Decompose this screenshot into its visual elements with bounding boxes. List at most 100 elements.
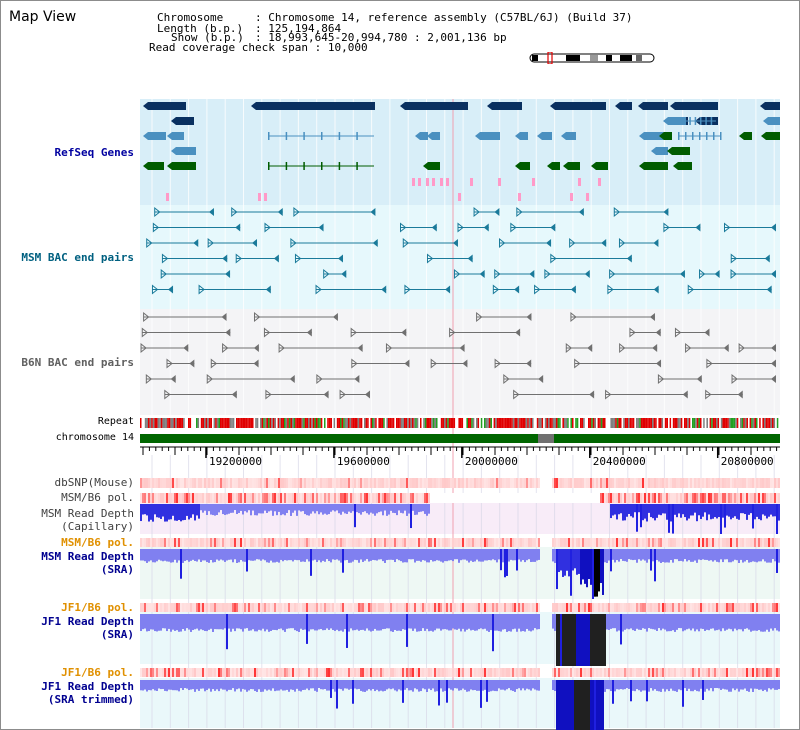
msm-pol2-cell xyxy=(284,538,286,547)
jf1-trim-depth xyxy=(584,680,586,730)
msm-pol-cell xyxy=(634,493,636,503)
msm-pol2-cell xyxy=(444,538,446,547)
jf1-sra-depth xyxy=(204,614,206,632)
msm-pol2-cell xyxy=(662,538,664,547)
jf1-pol2-cell xyxy=(186,668,188,677)
dbsnp-cell xyxy=(268,478,270,488)
dbsnp-cell xyxy=(614,478,616,488)
msm-pol-cell xyxy=(638,493,640,503)
msm-pol-cell xyxy=(350,493,352,503)
msm-pol2-cell xyxy=(528,538,530,547)
msm-pol2-cell xyxy=(296,538,298,547)
msm-cap-depth xyxy=(652,504,654,519)
jf1-sra-depth xyxy=(716,614,718,631)
jf1-pol-cell xyxy=(156,603,158,612)
jf1-pol2-cell xyxy=(472,668,474,677)
msm-pol2-cell xyxy=(702,538,704,547)
msm-sra-depth xyxy=(252,549,254,561)
msm-bac-end xyxy=(372,239,378,247)
msm-bac-end xyxy=(529,270,535,278)
jf1-pol2-cell xyxy=(158,668,160,677)
msm-pol2-cell xyxy=(704,538,706,547)
jf1-sra-depth xyxy=(240,614,242,630)
dbsnp-cell xyxy=(658,478,660,488)
msm-pol-cell xyxy=(164,493,166,503)
jf1-pol-cell xyxy=(644,603,646,612)
msm-cap-depth xyxy=(368,504,370,515)
msm-pol2-cell xyxy=(682,538,684,547)
chromosome-ideogram[interactable] xyxy=(528,52,658,64)
jf1-sra-depth xyxy=(630,614,632,629)
jf1-pol2-cell xyxy=(312,668,314,677)
jf1-sra-depth xyxy=(746,614,748,629)
msm-pol-cell xyxy=(244,493,246,503)
msm-sra-depth xyxy=(596,549,598,597)
jf1-pol-cell xyxy=(204,603,206,612)
jf1-pol-cell xyxy=(146,603,148,612)
msm-pol2-cell xyxy=(486,538,488,547)
repeat-block xyxy=(378,418,380,428)
msm-pol2-cell xyxy=(180,538,182,547)
jf1-pol2-cell xyxy=(304,668,306,677)
msm-sra-depth xyxy=(440,549,442,562)
msm-cap-depth xyxy=(372,504,374,514)
msm-cap-depth xyxy=(142,504,144,515)
msm-bac-end xyxy=(431,223,437,232)
msm-cap-depth xyxy=(384,504,386,511)
jf1-trim-depth xyxy=(778,680,780,690)
msm-pol2-cell xyxy=(332,538,334,547)
dbsnp-cell xyxy=(662,478,664,488)
msm-pol-cell xyxy=(584,493,586,503)
b6n-bac-end xyxy=(503,373,510,385)
repeat-block xyxy=(618,418,620,428)
msm-pol-cell xyxy=(162,493,164,503)
refseq-marker xyxy=(458,193,461,201)
jf1-pol-cell xyxy=(668,603,670,612)
jf1-trim-depth xyxy=(700,680,702,689)
jf1-pol-cell xyxy=(650,603,652,612)
msm-pol-cell xyxy=(296,493,298,503)
msm-pol-cell xyxy=(270,493,272,503)
msm-pol2-cell xyxy=(496,538,498,547)
msm-pol2-cell xyxy=(272,538,274,547)
jf1-pol-cell xyxy=(642,603,644,612)
jf1-sra-depth xyxy=(176,614,178,631)
msm-pol-cell xyxy=(406,493,408,503)
msm-pol-cell xyxy=(558,493,560,503)
b6n-bac-end xyxy=(657,373,665,385)
msm-sra-depth xyxy=(592,549,594,599)
msm-pol-cell xyxy=(154,493,156,503)
msm-pol-cell xyxy=(676,493,678,503)
jf1-pol-cell xyxy=(300,603,302,612)
msm-pol-cell xyxy=(542,493,544,503)
chromosome-value: Chromosome 14, reference assembly (C57BL… xyxy=(268,11,633,24)
axis-tick-label: 19200000 xyxy=(209,455,262,468)
msm-pol2-cell xyxy=(684,538,686,547)
jf1-pol-cell xyxy=(192,603,194,612)
jf1-pol2-cell xyxy=(652,668,654,677)
msm-bac-end xyxy=(663,222,670,233)
repeat-block xyxy=(322,418,324,428)
msm-pol-cell xyxy=(520,493,522,503)
msm-pol2-cell xyxy=(146,538,148,547)
jf1-sra-depth xyxy=(578,614,580,666)
dbsnp-cell xyxy=(378,478,380,488)
msm-cap-depth xyxy=(778,504,780,521)
jf1-trim-depth xyxy=(686,680,688,691)
jf1-pol-cell xyxy=(500,603,502,612)
msm-pol2-cell xyxy=(634,538,636,547)
jf1-trim-depth xyxy=(190,680,192,690)
repeat-block xyxy=(728,418,731,428)
jf1-pol-cell xyxy=(348,603,350,612)
msm-pol-cell xyxy=(472,493,474,503)
dbsnp-cell xyxy=(238,478,240,488)
msm-pol2-cell xyxy=(384,538,386,547)
msm-pol-cell xyxy=(324,493,326,503)
msm-pol2-cell xyxy=(416,538,418,547)
jf1-pol-cell xyxy=(566,603,568,612)
jf1-trim-depth xyxy=(236,680,238,690)
dbsnp-cell xyxy=(674,478,676,488)
repeat-block xyxy=(754,418,756,428)
jf1-pol-cell xyxy=(366,603,368,612)
